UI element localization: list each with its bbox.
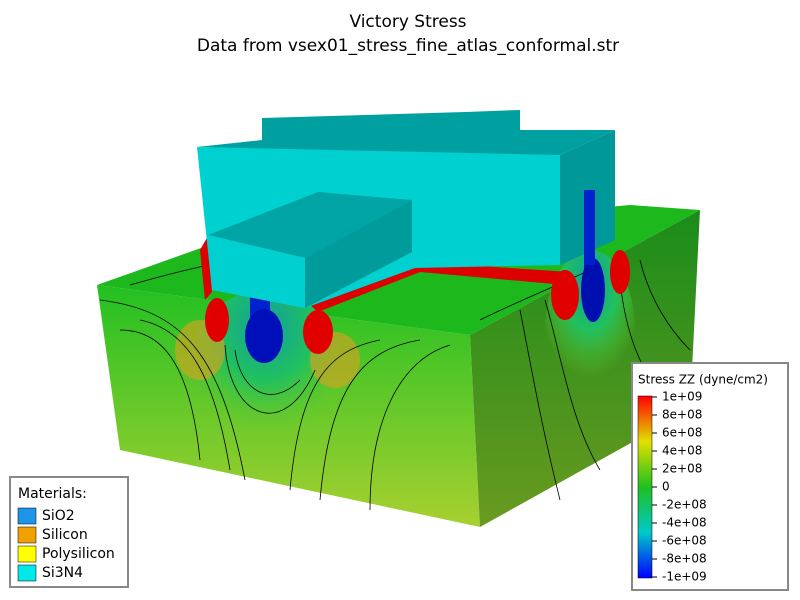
stress-peak xyxy=(610,250,630,294)
title-line: Victory Stress xyxy=(349,12,466,32)
legend-label: Silicon xyxy=(42,527,88,543)
colorbar-title: Stress ZZ (dyne/cm2) xyxy=(638,373,768,387)
title: Victory Stress Data from vsex01_stress_fi… xyxy=(197,12,619,56)
tick-label: 0 xyxy=(662,480,670,494)
tick-label: 1e+09 xyxy=(662,390,702,404)
tick-label: -4e+08 xyxy=(662,516,707,530)
legend-swatch xyxy=(17,526,37,544)
contour xyxy=(129,251,691,501)
nitride-top xyxy=(197,110,615,155)
nitride-lower-side xyxy=(305,200,412,308)
tick-label: 8e+08 xyxy=(662,408,702,422)
legend-label: Si3N4 xyxy=(42,565,83,581)
tick-label: -8e+08 xyxy=(662,552,707,566)
tick-label: -2e+08 xyxy=(662,498,707,512)
contour xyxy=(99,299,451,511)
stress-peak xyxy=(205,298,229,342)
legend-swatch xyxy=(17,545,37,563)
device-3d xyxy=(97,110,700,527)
title-line: Data from vsex01_stress_fine_atlas_confo… xyxy=(197,36,619,56)
tick-label: -1e+09 xyxy=(662,570,707,584)
materials-legend: Materials: SiO2 Silicon Polysilicon Si3N4 xyxy=(9,476,129,588)
colorbar: Stress ZZ (dyne/cm2) 1e+09 8e+08 6e+08 4e+0… xyxy=(631,362,789,591)
tick-label: 2e+08 xyxy=(662,462,702,476)
compression-plume xyxy=(581,258,605,322)
compression-plume xyxy=(245,309,283,363)
tick-label: 6e+08 xyxy=(662,426,702,440)
stress-peak xyxy=(303,310,333,354)
legend-label: Polysilicon xyxy=(42,546,115,562)
colorbar-frame xyxy=(631,362,789,591)
nitride-lower-front xyxy=(208,235,305,308)
legend-swatch xyxy=(17,507,37,525)
tick-label: -6e+08 xyxy=(662,534,707,548)
nitride-liner xyxy=(305,262,570,312)
compression-plume xyxy=(584,190,595,265)
colorbar-strip xyxy=(637,395,653,579)
tick-label: 4e+08 xyxy=(662,444,702,458)
nitride-lower-top xyxy=(208,192,412,258)
legend-swatch xyxy=(17,564,37,582)
stress-peak xyxy=(551,270,579,320)
legend-label: SiO2 xyxy=(42,508,75,524)
legend-title: Materials: xyxy=(18,486,87,502)
